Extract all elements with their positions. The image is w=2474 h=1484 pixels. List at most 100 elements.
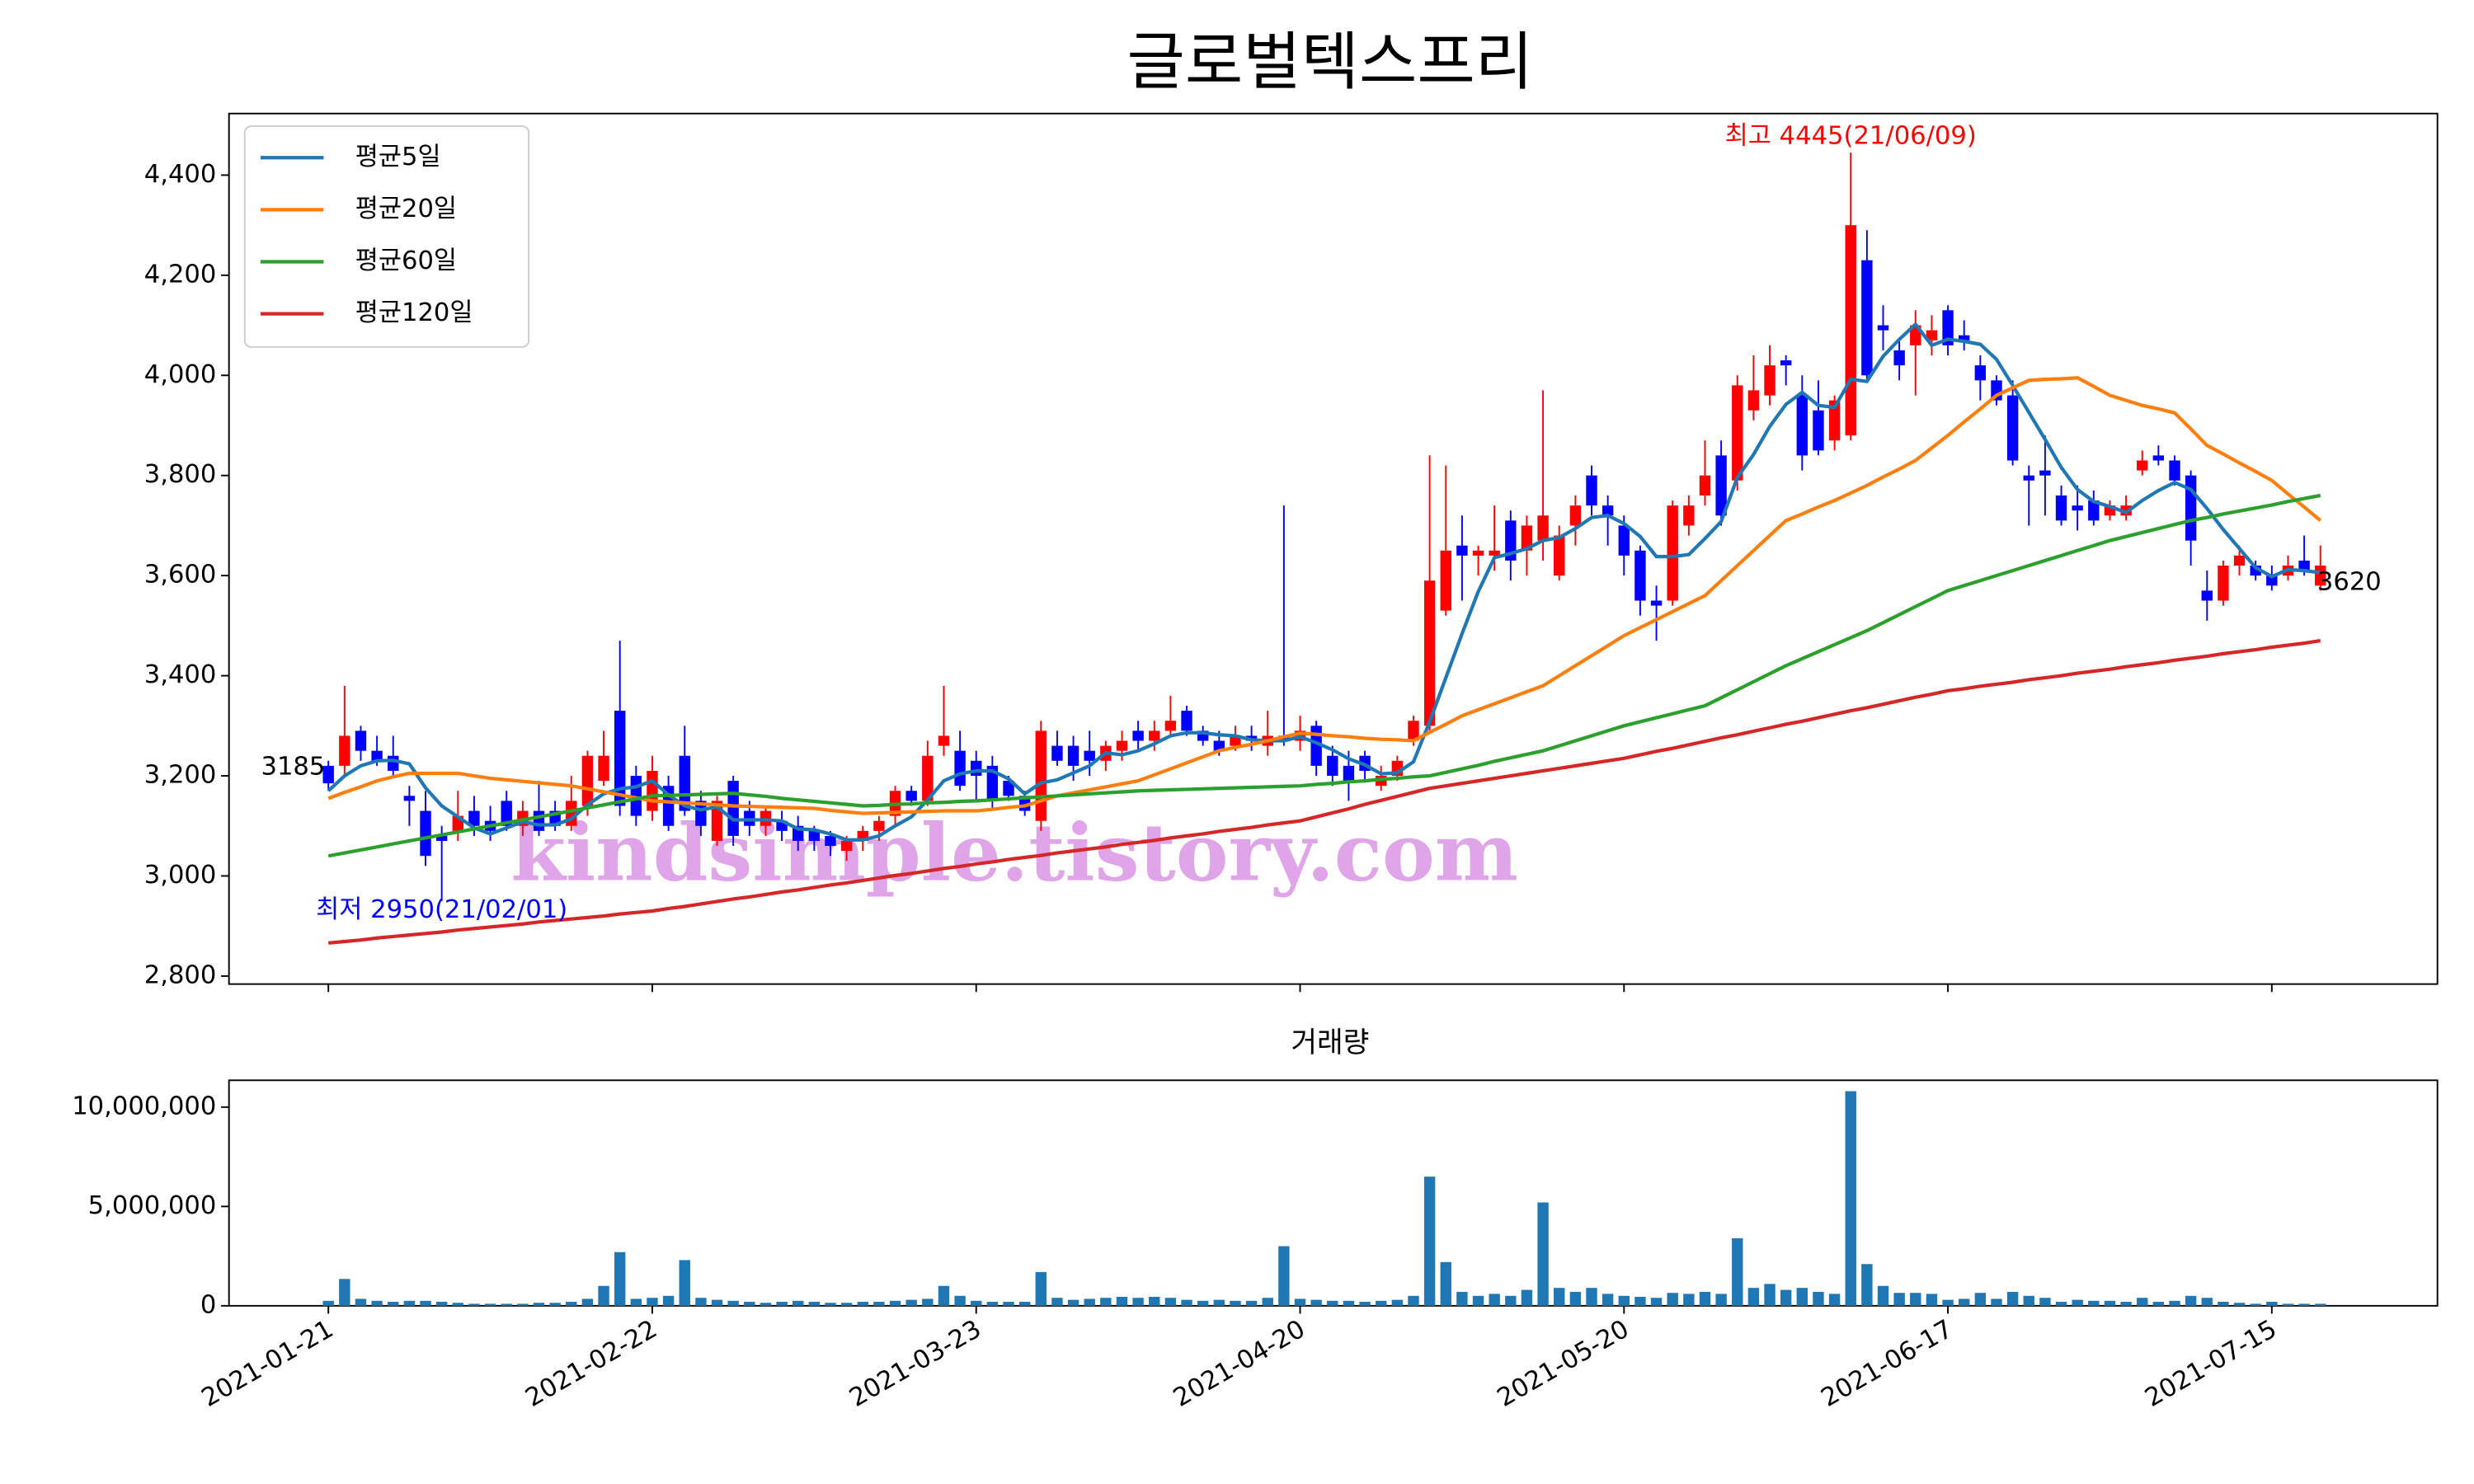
- candle-body: [1181, 711, 1192, 731]
- candle-body: [1893, 350, 1905, 366]
- volume-bar: [630, 1298, 642, 1306]
- volume-bar: [840, 1303, 853, 1306]
- candle-body: [1618, 525, 1630, 556]
- volume-bar: [1521, 1289, 1533, 1306]
- volume-bar: [1197, 1300, 1209, 1306]
- candle-body: [905, 791, 917, 801]
- y-tick-label: 2,800: [144, 960, 217, 989]
- candle-body: [1861, 260, 1873, 376]
- candle-body: [2152, 455, 2165, 461]
- volume-bar: [501, 1303, 512, 1306]
- volume-bar: [1569, 1291, 1582, 1306]
- volume-bar: [2072, 1299, 2083, 1306]
- candle-body: [2185, 475, 2197, 541]
- candle-body: [1084, 750, 1095, 761]
- volume-bar: [2282, 1303, 2294, 1306]
- volume-bar: [2266, 1302, 2278, 1306]
- legend-label: 평균60일: [355, 247, 457, 275]
- volume-bar: [435, 1302, 448, 1306]
- volume-bar: [1634, 1297, 1646, 1306]
- volume-bar: [468, 1303, 480, 1306]
- candle-body: [1472, 550, 1484, 556]
- volume-bar: [1991, 1298, 2002, 1306]
- candle-body: [1213, 740, 1225, 751]
- volume-bar: [922, 1298, 934, 1306]
- candle-body: [435, 835, 448, 841]
- candle-body: [1440, 550, 1451, 611]
- candle-body: [388, 755, 399, 771]
- volume-bar: [1780, 1289, 1792, 1306]
- volume-bar: [1164, 1298, 1177, 1306]
- candle-body: [1051, 745, 1063, 761]
- candle-body: [2233, 555, 2246, 566]
- volume-bar: [1084, 1298, 1095, 1306]
- volume-bar: [566, 1302, 577, 1306]
- volume-bar: [1602, 1294, 1614, 1306]
- candle-body: [986, 765, 999, 801]
- extreme-annotation: 최저 2950(21/02/01): [316, 895, 567, 924]
- volume-bar: [2120, 1302, 2132, 1306]
- candle-body: [971, 760, 982, 777]
- candle-body: [501, 801, 512, 826]
- volume-bar: [2137, 1298, 2148, 1306]
- candle-body: [1521, 525, 1533, 551]
- volume-bar: [2218, 1302, 2229, 1306]
- volume-bar: [1343, 1300, 1355, 1306]
- candle-body: [1489, 550, 1500, 556]
- candle-body: [1828, 400, 1841, 441]
- volume-bar: [598, 1285, 609, 1306]
- x-tick-label: 2021-04-20: [1169, 1315, 1310, 1413]
- y-tick-label: 3,000: [144, 861, 217, 890]
- volume-bar: [1877, 1285, 1889, 1306]
- volume-bar: [1959, 1298, 1970, 1306]
- volume-bar: [971, 1300, 982, 1306]
- candle-body: [873, 820, 885, 831]
- volume-bar: [355, 1298, 367, 1306]
- candle-body: [581, 755, 594, 806]
- y-tick-label: 3,600: [144, 561, 217, 589]
- y-tick-label: 4,200: [144, 260, 217, 289]
- volume-bar: [339, 1279, 350, 1306]
- volume-bar: [1537, 1202, 1549, 1306]
- last-close-label: 3620: [2317, 568, 2382, 597]
- candle-body: [2039, 470, 2051, 476]
- volume-bar: [2201, 1298, 2213, 1306]
- candle-body: [1602, 505, 1614, 516]
- candle-body: [1035, 730, 1047, 821]
- candle-body: [1667, 505, 1678, 601]
- volume-bar: [1262, 1298, 1273, 1306]
- candle-body: [2023, 475, 2034, 481]
- volume-bar: [1683, 1294, 1695, 1306]
- volume-bar: [1003, 1302, 1014, 1306]
- volume-bar: [1489, 1294, 1500, 1306]
- volume-bar: [1747, 1288, 1760, 1306]
- volume-bar: [1423, 1176, 1436, 1306]
- volume-bar: [1035, 1271, 1047, 1306]
- candle-body: [2298, 560, 2310, 571]
- candle-body: [420, 810, 431, 857]
- candle-body: [1164, 721, 1177, 731]
- volume-bar: [2088, 1300, 2100, 1306]
- volume-bar: [776, 1302, 788, 1306]
- volume-bar: [420, 1300, 431, 1306]
- volume-bar: [2104, 1300, 2116, 1306]
- volume-bar: [2023, 1295, 2034, 1306]
- candle-body: [2201, 590, 2213, 601]
- volume-bar: [760, 1303, 772, 1306]
- chart-title: 글로벌텍스프리: [1127, 26, 1534, 99]
- x-tick-label: 2021-02-22: [521, 1315, 662, 1413]
- candle-body: [808, 830, 821, 841]
- extreme-annotation: 최고 4445(21/06/09): [1725, 121, 1977, 150]
- candle-body: [2218, 566, 2229, 601]
- candle-body: [1569, 505, 1582, 526]
- candle-body: [647, 770, 658, 811]
- volume-bar: [1618, 1295, 1630, 1306]
- candle-body: [1003, 781, 1014, 796]
- candle-body: [2006, 395, 2019, 461]
- candle-body: [1699, 475, 1711, 496]
- candle-body: [695, 801, 707, 826]
- volume-bar: [1926, 1294, 1938, 1306]
- candle-body: [1959, 335, 1970, 340]
